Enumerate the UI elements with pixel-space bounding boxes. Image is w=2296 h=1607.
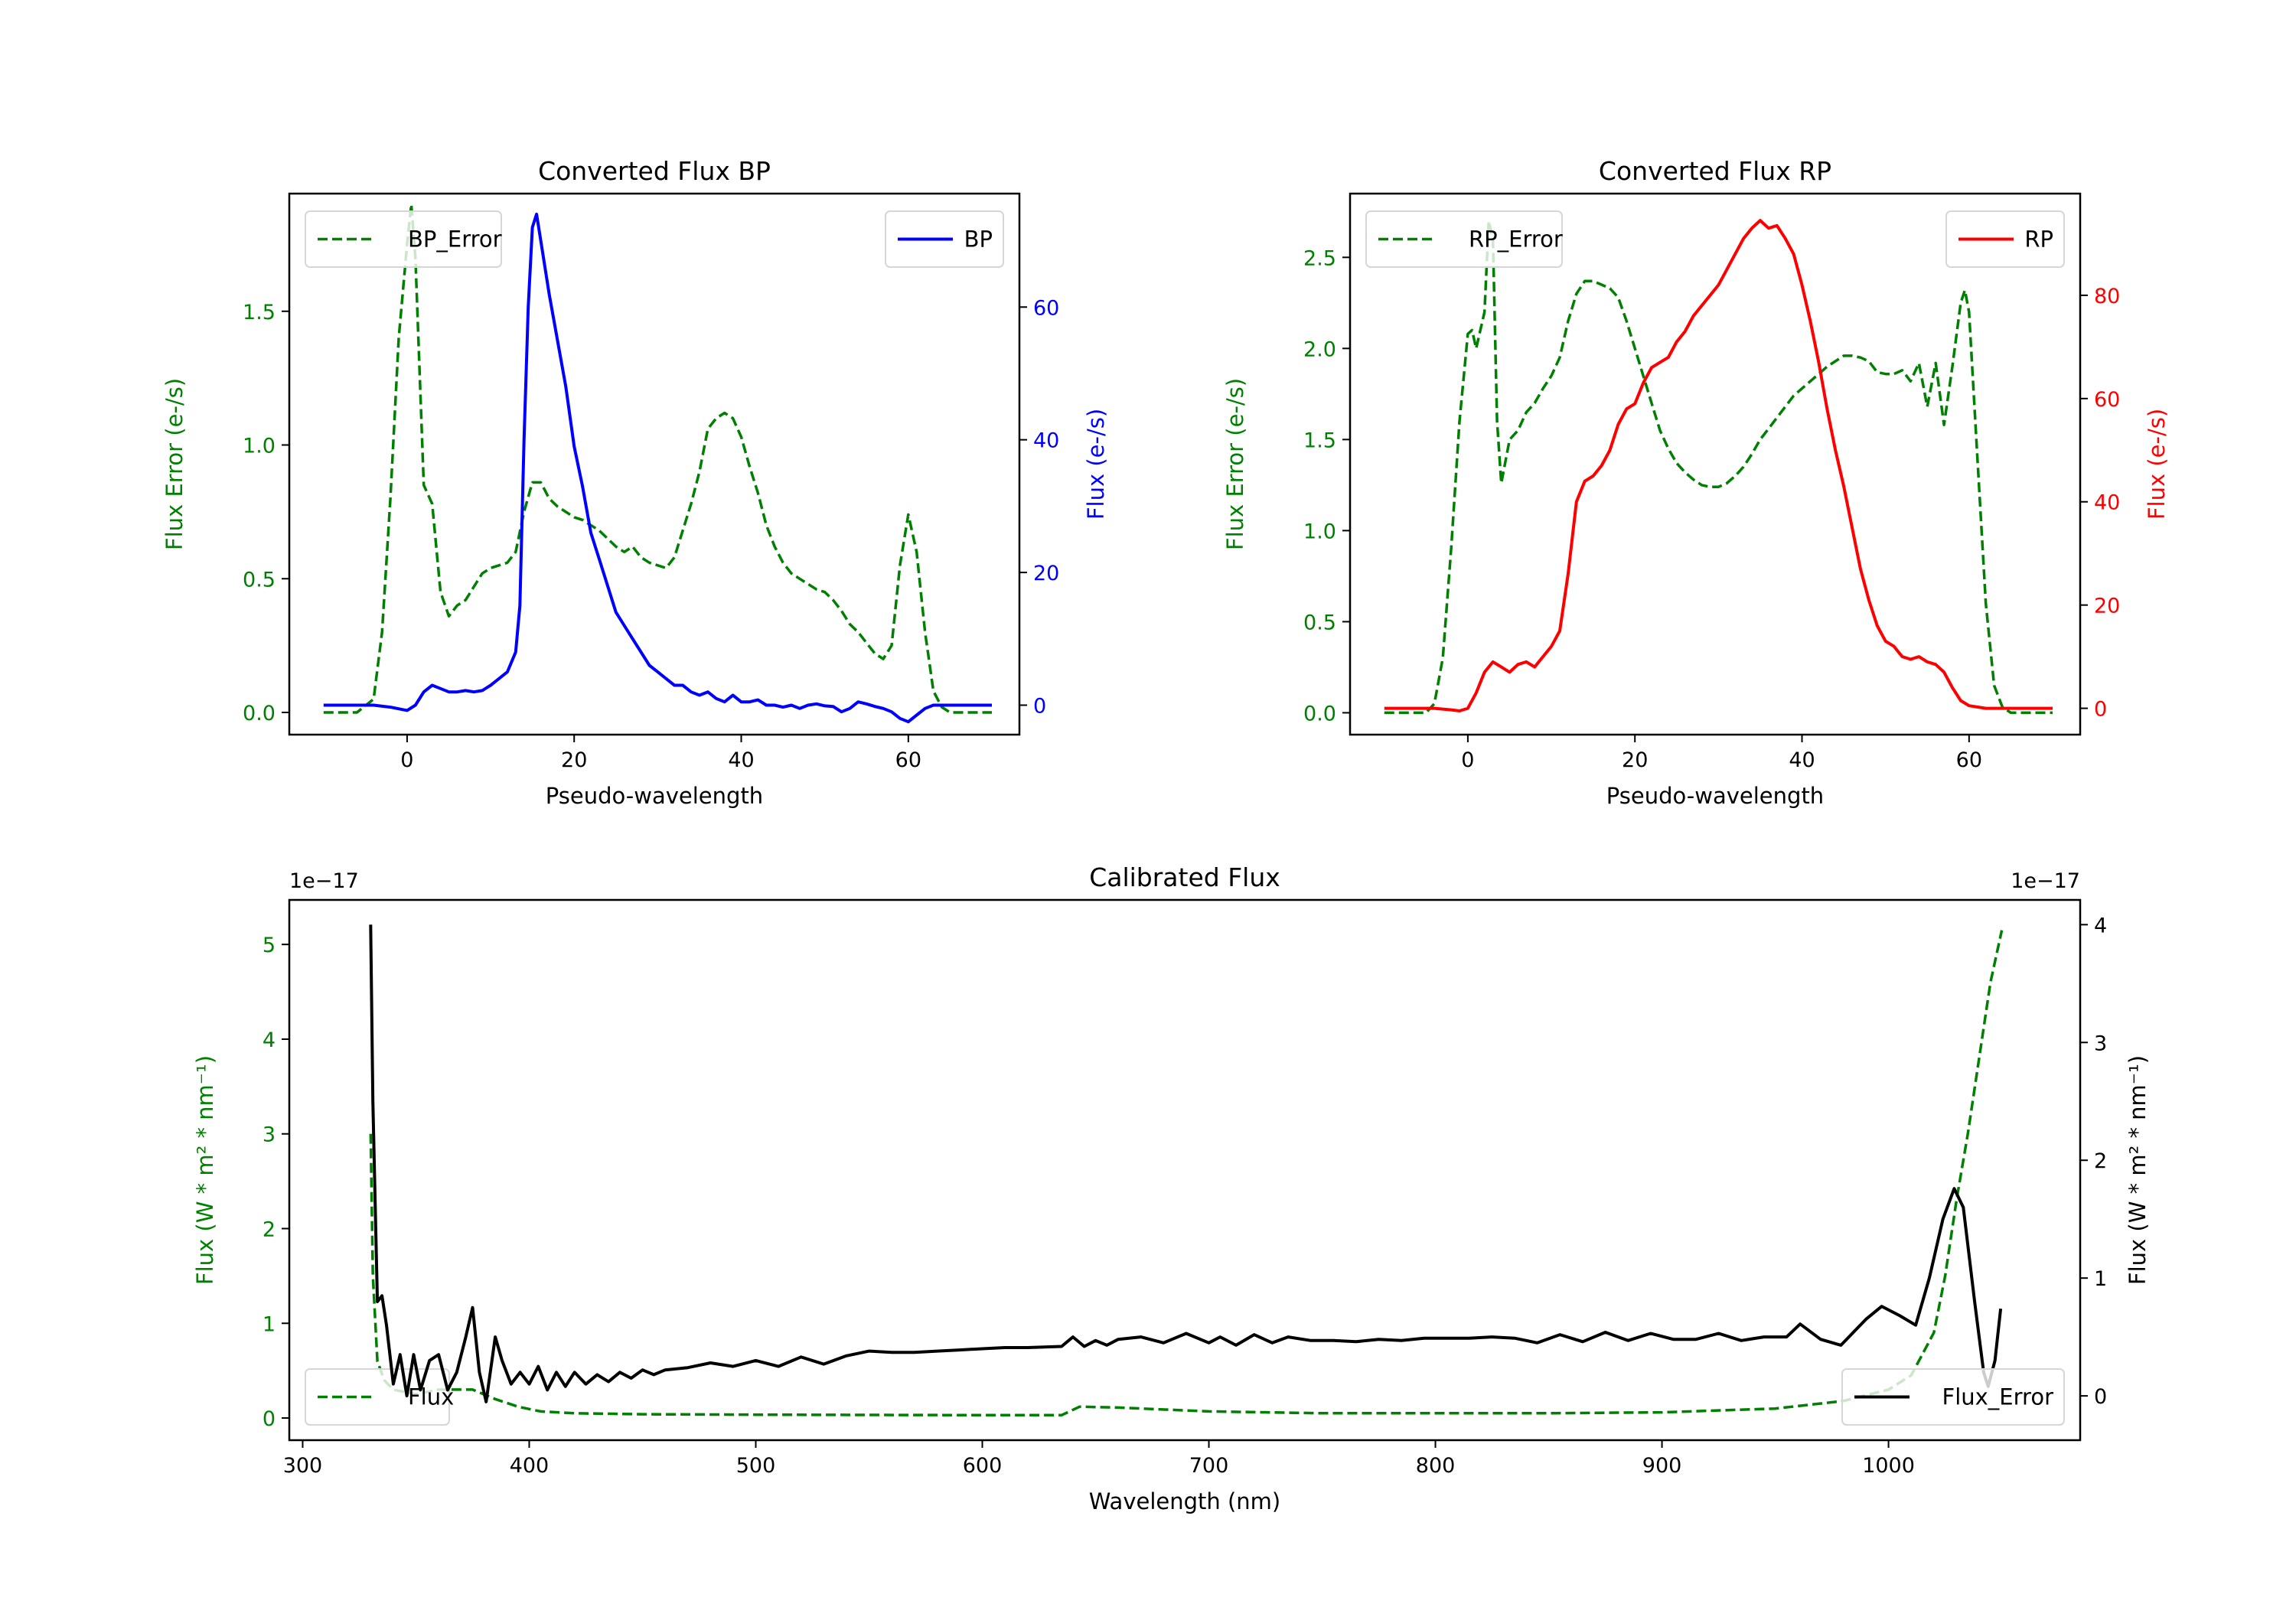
- y-right-tick-label: 20: [2094, 595, 2120, 618]
- y-left-axis-label: Flux Error (e-/s): [161, 378, 188, 550]
- y-left-tick-label: 2: [263, 1217, 276, 1241]
- legend-frame: [1365, 210, 1563, 268]
- x-tick-label: 1000: [1862, 1454, 1915, 1478]
- legend-frame: [305, 1368, 450, 1426]
- y-right-tick-label: 20: [1033, 562, 1059, 585]
- x-tick-label: 700: [1189, 1454, 1229, 1478]
- x-tick-label: 40: [1789, 748, 1815, 772]
- legend-bp: BP: [885, 210, 1004, 268]
- x-axis-label: Wavelength (nm): [1089, 1488, 1281, 1514]
- y-right-offset-text: 1e−17: [2011, 869, 2080, 893]
- series-flux-error: [369, 930, 2004, 1417]
- chart-title: Converted Flux RP: [1599, 156, 1831, 186]
- y-left-tick-label: 4: [263, 1028, 276, 1052]
- y-right-tick-label: 40: [1033, 429, 1059, 453]
- y-left-tick-label: 0.0: [1303, 702, 1336, 725]
- y-right-tick-label: 2: [2094, 1149, 2107, 1173]
- legend-label: RP_Error: [1469, 227, 1563, 253]
- legend-flux-error: Flux_Error: [1841, 1368, 2065, 1426]
- legend-label: Flux_Error: [1942, 1384, 2054, 1410]
- y-right-tick-label: 4: [2094, 914, 2107, 937]
- x-tick-label: 0: [1461, 748, 1474, 772]
- y-left-tick-label: 2.5: [1303, 246, 1336, 270]
- y-left-tick-label: 1.0: [1303, 520, 1336, 543]
- y-right-tick-label: 3: [2094, 1032, 2107, 1055]
- legend-label: BP_Error: [408, 227, 502, 253]
- y-right-tick-label: 60: [1033, 296, 1059, 320]
- x-tick-label: 20: [1622, 748, 1648, 772]
- y-right-axis-label: Flux (e-/s): [2144, 409, 2170, 520]
- y-left-tick-label: 1: [263, 1312, 276, 1336]
- chart-title: Converted Flux BP: [538, 156, 771, 186]
- y-left-tick-label: 0: [263, 1407, 276, 1431]
- axes-frame: [288, 192, 1021, 736]
- legend-bp-error: BP_Error: [305, 210, 502, 268]
- x-tick-label: 600: [963, 1454, 1003, 1478]
- y-left-offset-text: 1e−17: [289, 869, 359, 893]
- x-tick-label: 500: [736, 1454, 776, 1478]
- y-left-axis-label: Flux Error (e-/s): [1222, 378, 1248, 550]
- y-right-tick-label: 0: [2094, 698, 2107, 722]
- x-axis-label: Pseudo-wavelength: [546, 783, 763, 809]
- series-flux: [369, 924, 2003, 1403]
- legend-label: BP: [964, 227, 993, 253]
- y-left-tick-label: 1.5: [1303, 429, 1336, 452]
- y-right-axis-label: Flux (e-/s): [1083, 409, 1109, 520]
- y-left-tick-label: 2.0: [1303, 337, 1336, 361]
- x-tick-label: 0: [400, 748, 413, 772]
- chart-title: Calibrated Flux: [1089, 862, 1280, 892]
- y-left-tick-label: 1.5: [243, 301, 276, 324]
- x-tick-label: 60: [1956, 748, 1982, 772]
- y-left-tick-label: 1.0: [243, 435, 276, 458]
- legend-flux: Flux: [305, 1368, 454, 1426]
- x-tick-label: 60: [895, 748, 921, 772]
- legend-frame: [305, 210, 502, 268]
- y-left-tick-label: 0.5: [1303, 611, 1336, 634]
- chart-0: Converted Flux BP 0 20 40 60 Pseudo-wavelengt…: [161, 156, 1109, 809]
- x-tick-label: 20: [561, 748, 587, 772]
- x-tick-label: 400: [510, 1454, 550, 1478]
- y-left-tick-label: 5: [263, 934, 276, 957]
- y-left-axis-label: Flux (W * m² * nm⁻¹): [192, 1055, 218, 1285]
- axes-frame: [1349, 192, 2082, 736]
- series-rp-error: [1384, 219, 2053, 715]
- y-right-axis-label: Flux (W * m² * nm⁻¹): [2125, 1055, 2151, 1285]
- y-right-tick-label: 0: [1033, 695, 1046, 719]
- y-left-tick-label: 0.0: [243, 702, 276, 725]
- series-bp-error: [323, 203, 992, 714]
- y-left-tick-label: 3: [263, 1123, 276, 1147]
- x-tick-label: 800: [1416, 1454, 1456, 1478]
- y-right-tick-label: 1: [2094, 1267, 2107, 1291]
- x-axis-label: Pseudo-wavelength: [1606, 783, 1824, 809]
- y-right-tick-label: 80: [2094, 285, 2120, 308]
- legend-rp: RP: [1945, 210, 2065, 268]
- x-tick-label: 900: [1642, 1454, 1682, 1478]
- axes-frame: [288, 898, 2082, 1442]
- legend-rp-error: RP_Error: [1365, 210, 1563, 268]
- y-right-tick-label: 60: [2094, 388, 2120, 412]
- y-right-tick-label: 40: [2094, 491, 2120, 515]
- series-rp: [1384, 219, 2053, 712]
- legend-label: RP: [2024, 227, 2053, 253]
- x-tick-label: 300: [283, 1454, 323, 1478]
- series-bp: [323, 212, 992, 724]
- chart-1: Converted Flux RP 0 20 40 60 Pseudo-wavelengt…: [1222, 156, 2170, 809]
- y-left-tick-label: 0.5: [243, 568, 276, 592]
- y-right-tick-label: 0: [2094, 1385, 2107, 1409]
- x-tick-label: 40: [728, 748, 754, 772]
- legend-frame: [1841, 1368, 2065, 1426]
